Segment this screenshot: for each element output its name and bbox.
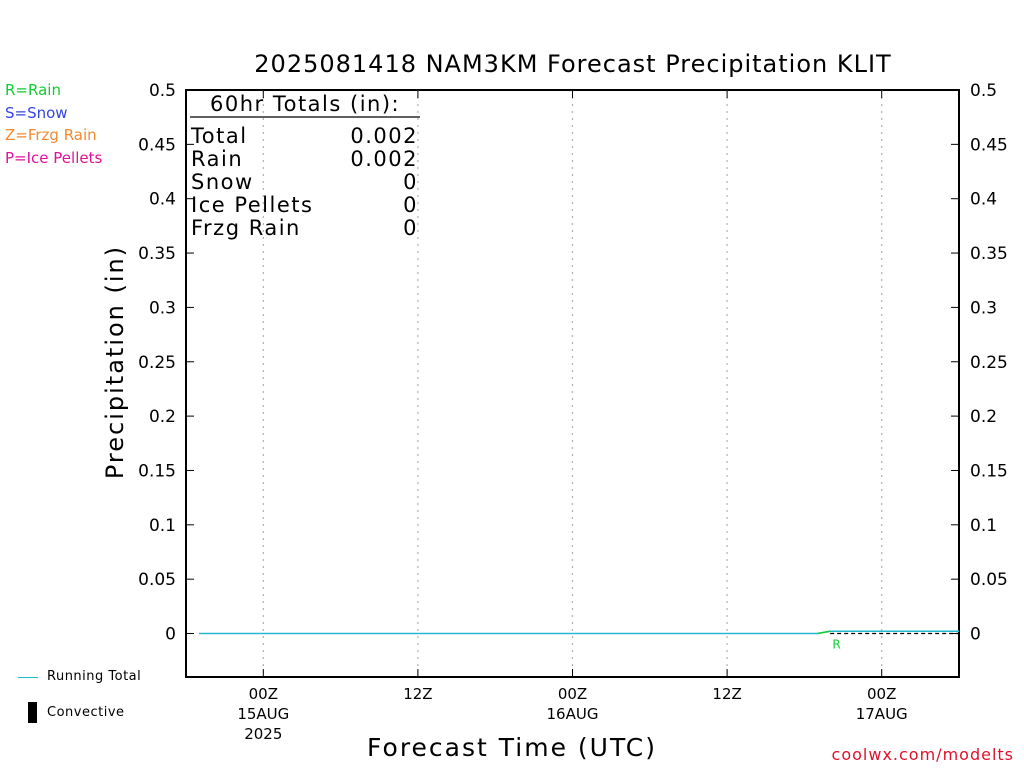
x-ticks: 00Z 15AUG 2025 12Z 00Z 16AUG 12Z 00Z 17AUG (237, 90, 908, 743)
x-tick-year: 2025 (244, 725, 282, 743)
y-tick-label-left: 0.3 (149, 298, 176, 318)
x-tick-date: 16AUG (547, 705, 599, 723)
x-tick-date: 15AUG (237, 705, 289, 723)
totals-row-value: 0 (403, 170, 418, 194)
credit-text: coolwx.com/modelts (831, 745, 1014, 764)
convective-swatch (28, 702, 37, 723)
y-tick-label-left: 0.4 (149, 190, 176, 210)
running-total-swatch (18, 677, 38, 678)
y-tick-label-right: 0.15 (970, 461, 1008, 481)
x-axis-label: Forecast Time (UTC) (367, 733, 657, 762)
y-tick-label-left: 0.1 (149, 516, 176, 536)
y-tick-label-right: 0.2 (970, 407, 997, 427)
x-tick-label: 00Z (249, 685, 278, 703)
x-tick-date: 17AUG (856, 705, 908, 723)
legend-ice-pellets: P=Ice Pellets (5, 149, 103, 167)
totals-row-label: Snow (191, 170, 254, 194)
y-tick-label-right: 0.25 (970, 353, 1008, 373)
totals-row-label: Total (190, 124, 248, 148)
y-tick-label-left: 0.2 (149, 407, 176, 427)
y-tick-label-right: 0 (970, 625, 981, 645)
y-tick-label-right: 0.3 (970, 298, 997, 318)
y-tick-label-right: 0.5 (970, 81, 997, 101)
y-tick-label-left: 0.05 (138, 570, 176, 590)
legend-rain: R=Rain (5, 81, 61, 99)
x-tick-label: 12Z (712, 685, 741, 703)
chart-title: 2025081418 NAM3KM Forecast Precipitation… (254, 50, 892, 78)
totals-row-label: Rain (191, 147, 243, 171)
rain-marker: R (832, 638, 840, 652)
y-tick-label-right: 0.05 (970, 570, 1008, 590)
rain-line (817, 630, 831, 635)
y-tick-label-left: 0.35 (138, 244, 176, 264)
running-total-label: Running Total (47, 669, 142, 684)
y-tick-label-right: 0.4 (970, 190, 997, 210)
y-tick-label-left: 0.45 (138, 135, 176, 155)
totals-row-value: 0 (403, 216, 418, 240)
x-tick-label: 00Z (867, 685, 896, 703)
x-tick-label: 00Z (558, 685, 587, 703)
y-tick-label-left: 0.25 (138, 353, 176, 373)
y-tick-label-left: 0.5 (149, 81, 176, 101)
legend-frzg-rain: Z=Frzg Rain (5, 126, 97, 144)
totals-row-label: Ice Pellets (191, 193, 313, 217)
convective-label: Convective (47, 705, 125, 720)
legend-snow: S=Snow (5, 104, 68, 122)
totals-row-value: 0.002 (350, 124, 418, 148)
y-tick-label-right: 0.1 (970, 516, 997, 536)
x-tick-label: 12Z (403, 685, 432, 703)
y-tick-label-left: 0.15 (138, 461, 176, 481)
y-tick-label-right: 0.35 (970, 244, 1008, 264)
totals-header: 60hr Totals (in): (210, 92, 400, 116)
grid-lines (262, 90, 883, 677)
totals-row-value: 0 (403, 193, 418, 217)
y-ticks: 0 00.05 0.050.1 0.10.15 0.150.2 0.20.25 0.250.… (138, 81, 1008, 645)
totals-row-label: Frzg Rain (191, 216, 301, 240)
series-lines: R (198, 630, 959, 652)
y-tick-label-right: 0.45 (970, 135, 1008, 155)
totals-row-value: 0.002 (350, 147, 418, 171)
y-tick-label-left: 0 (165, 625, 176, 645)
totals-box: 60hr Totals (in): Total 0.002 Rain 0.002 Snow… (190, 92, 420, 240)
